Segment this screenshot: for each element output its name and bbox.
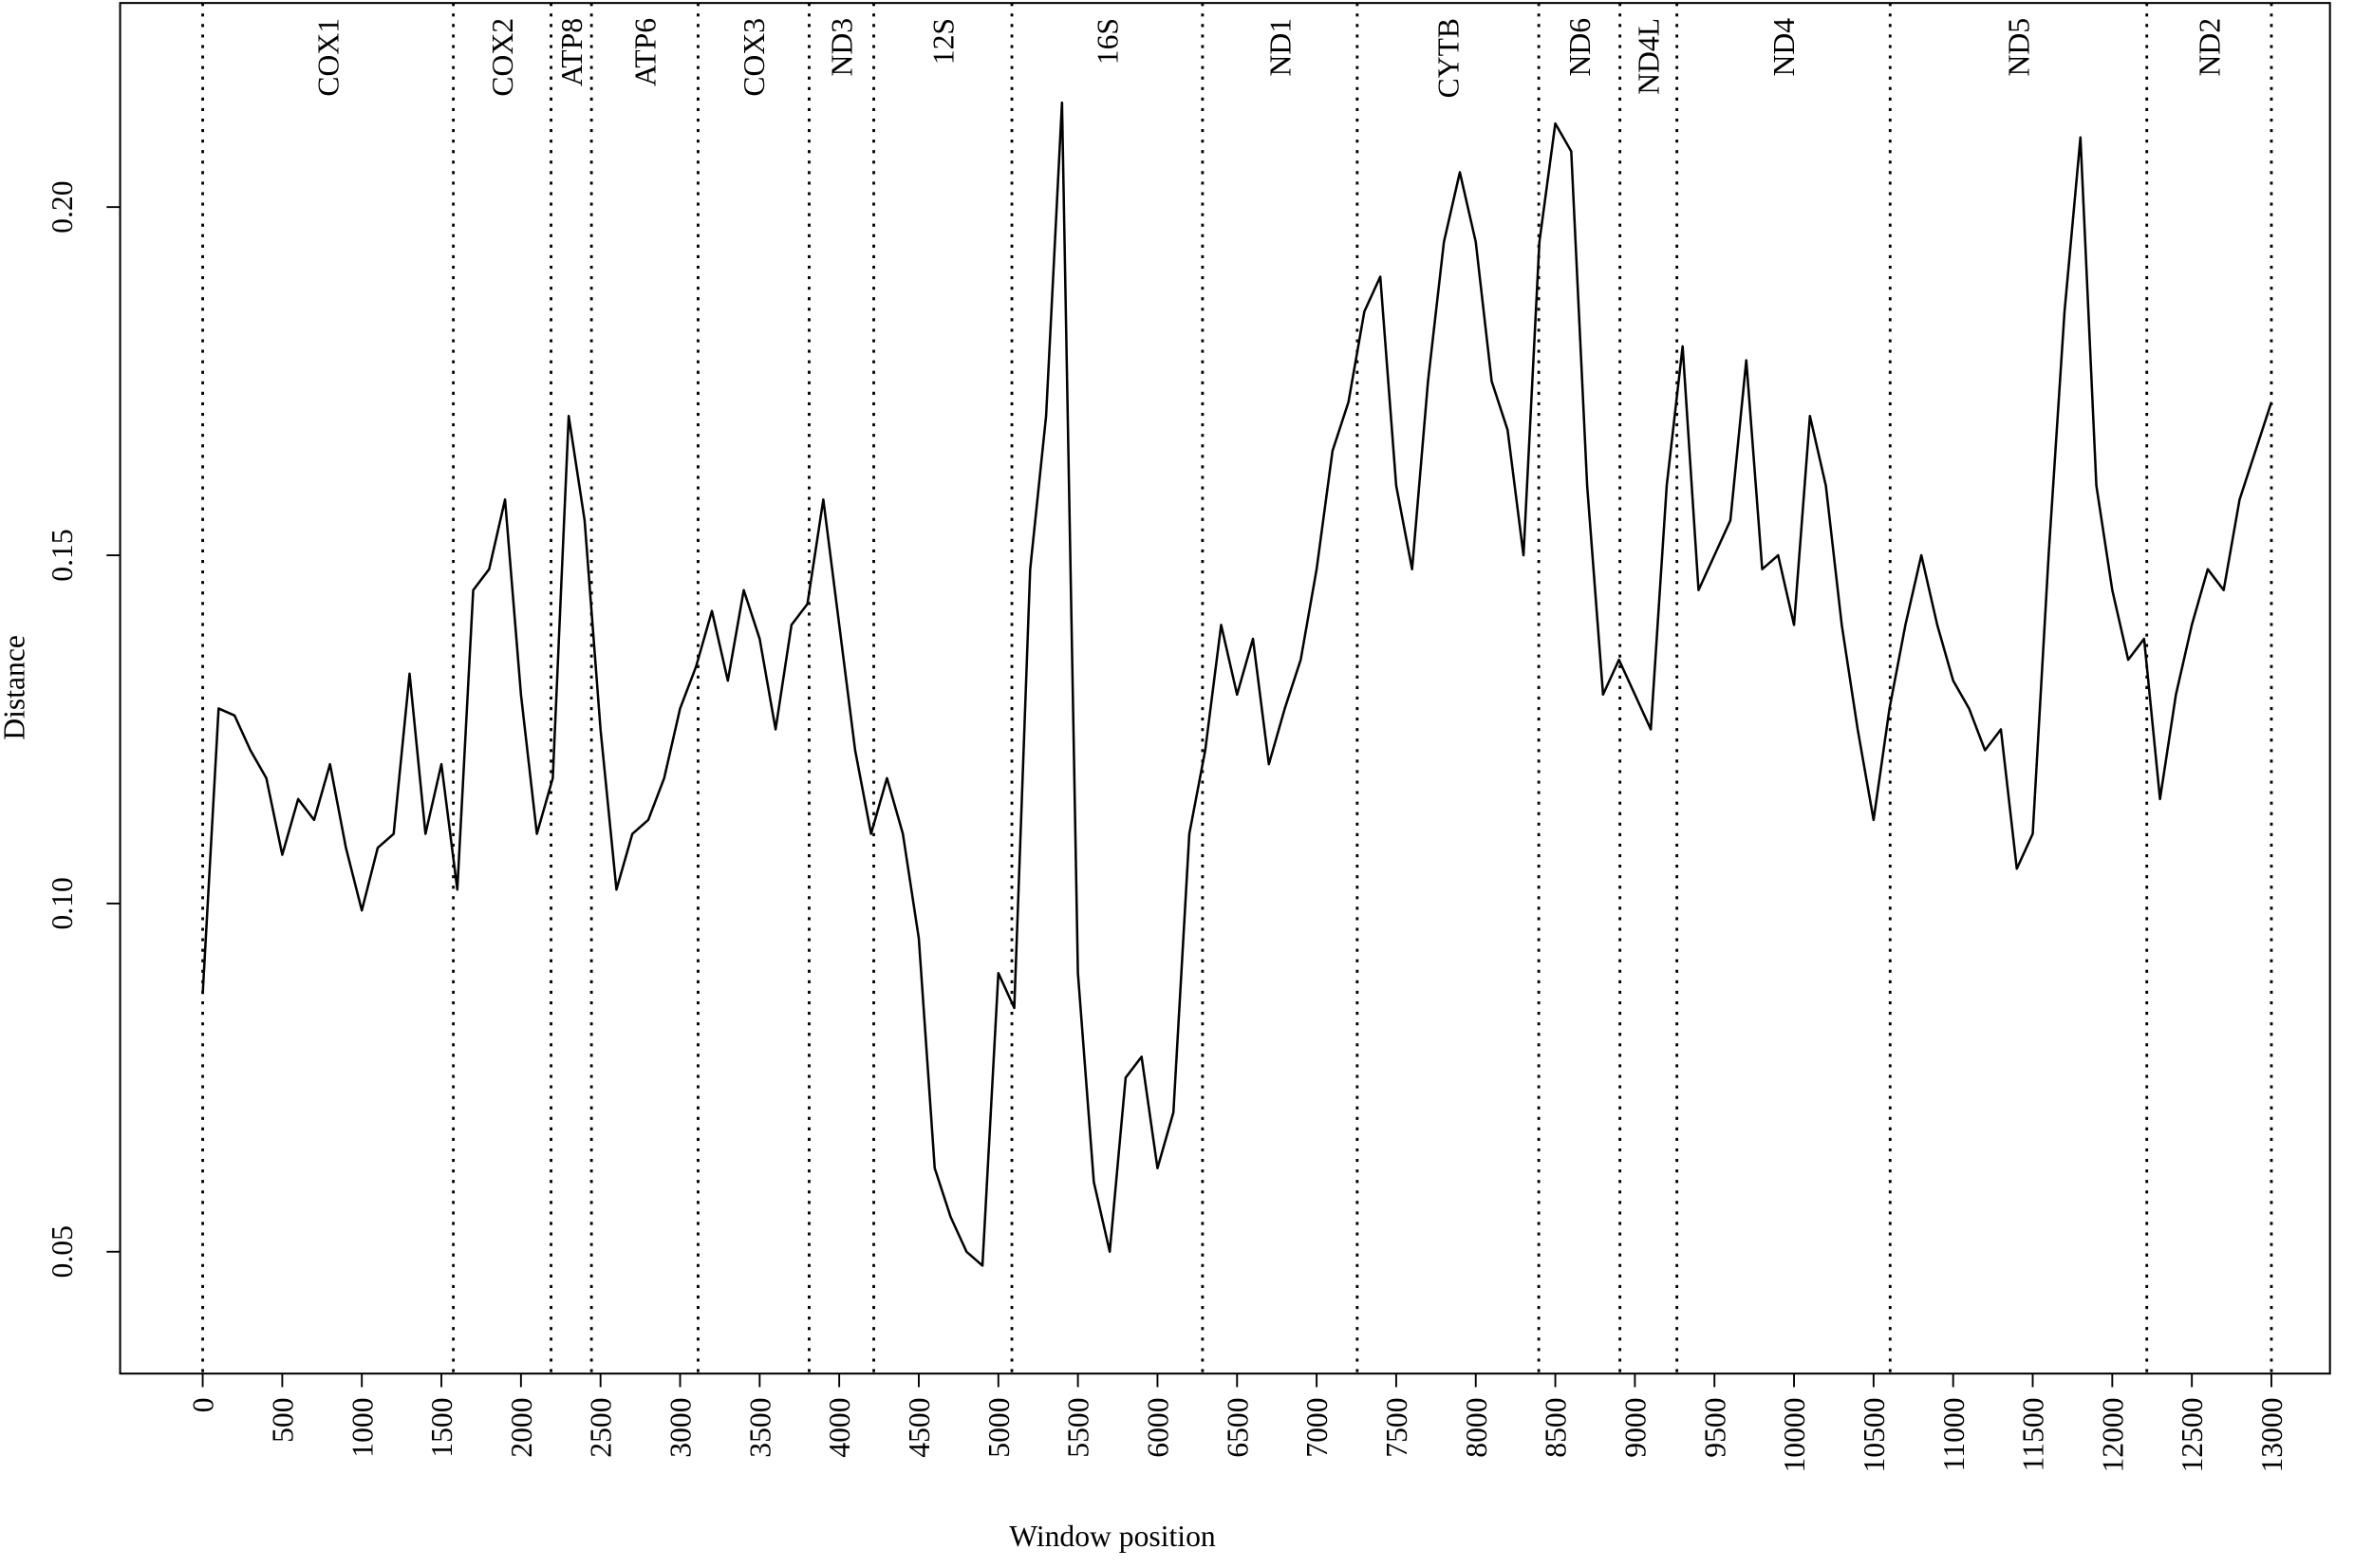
x-tick-label: 13000 — [2255, 1397, 2289, 1472]
gene-label: ND2 — [2193, 18, 2226, 77]
gene-label: ND6 — [1563, 18, 1597, 77]
gene-label: COX3 — [738, 18, 771, 97]
gene-label: ND4L — [1633, 18, 1666, 95]
x-tick-label: 3500 — [743, 1397, 776, 1457]
x-tick-label: 9000 — [1618, 1397, 1652, 1457]
x-tick-label: 10500 — [1858, 1397, 1891, 1472]
x-tick-label: 7000 — [1300, 1397, 1334, 1457]
x-tick-label: 11000 — [1937, 1397, 1971, 1471]
x-tick-label: 2500 — [585, 1397, 618, 1457]
gene-label: 16S — [1092, 18, 1125, 65]
x-tick-label: 0 — [187, 1397, 220, 1412]
x-tick-label: 10000 — [1778, 1397, 1811, 1472]
gene-label: ATP6 — [628, 18, 662, 86]
x-tick-label: 12000 — [2096, 1397, 2129, 1472]
x-tick-label: 500 — [266, 1397, 299, 1442]
x-tick-label: 7500 — [1380, 1397, 1413, 1457]
x-tick-label: 8000 — [1460, 1397, 1493, 1457]
gene-label: ND4 — [1767, 18, 1801, 77]
gene-label: COX1 — [312, 18, 346, 97]
x-tick-label: 5000 — [982, 1397, 1016, 1457]
y-tick-label: 0.15 — [46, 529, 79, 581]
x-tick-label: 4000 — [823, 1397, 856, 1457]
x-tick-label: 6000 — [1142, 1397, 1175, 1457]
x-tick-label: 12500 — [2176, 1397, 2209, 1472]
gene-label: ND1 — [1263, 18, 1297, 77]
x-tick-label: 3000 — [664, 1397, 698, 1457]
x-tick-label: 2000 — [505, 1397, 538, 1457]
x-tick-label: 5500 — [1062, 1397, 1095, 1457]
x-tick-label: 1500 — [425, 1397, 458, 1457]
y-axis-label: Distance — [0, 635, 30, 740]
y-tick-label: 0.05 — [46, 1225, 79, 1278]
gene-label: COX2 — [486, 18, 519, 97]
x-tick-label: 9500 — [1698, 1397, 1731, 1457]
data-line — [201, 101, 2273, 1267]
y-tick-label: 0.10 — [46, 877, 79, 929]
gene-label: CYTB — [1432, 18, 1466, 98]
gene-label: ATP8 — [555, 18, 588, 86]
x-tick-label: 4500 — [903, 1397, 936, 1457]
x-axis-label: Window position — [1009, 1520, 1216, 1553]
y-tick-label: 0.20 — [46, 180, 79, 233]
x-tick-label: 8500 — [1540, 1397, 1573, 1457]
x-tick-label: 6500 — [1221, 1397, 1254, 1457]
plot-frame — [119, 2, 2331, 1375]
x-tick-label: 1000 — [346, 1397, 379, 1457]
gene-label: ND5 — [2003, 18, 2036, 77]
x-tick-label: 11500 — [2017, 1397, 2050, 1471]
gene-label: 12S — [926, 18, 960, 65]
gene-label: ND3 — [826, 18, 859, 77]
